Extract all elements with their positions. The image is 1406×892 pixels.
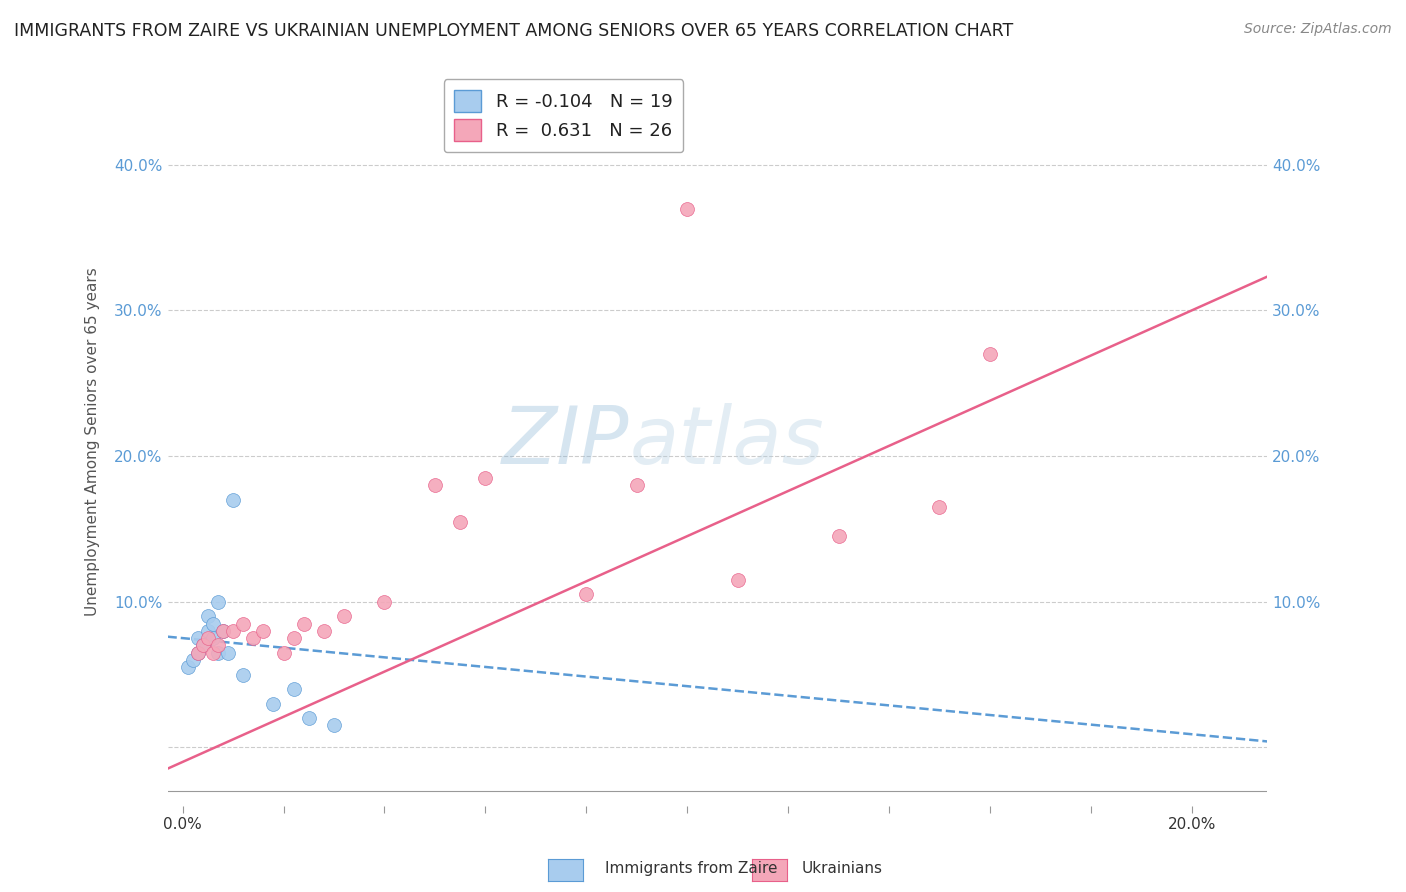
Point [928, 500, 950, 514]
Point [191, 639, 214, 653]
Point [283, 682, 305, 697]
Point [222, 492, 245, 507]
Point [201, 646, 224, 660]
Point [207, 639, 229, 653]
Point [252, 624, 274, 638]
Text: IMMIGRANTS FROM ZAIRE VS UKRAINIAN UNEMPLOYMENT AMONG SENIORS OVER 65 YEARS CORR: IMMIGRANTS FROM ZAIRE VS UKRAINIAN UNEMP… [14, 22, 1014, 40]
Point [727, 573, 749, 587]
Point [187, 646, 209, 660]
Point [232, 616, 254, 631]
Legend: R = -0.104   N = 19, R =  0.631   N = 26: R = -0.104 N = 19, R = 0.631 N = 26 [443, 79, 683, 153]
Point [575, 587, 598, 601]
Point [292, 616, 315, 631]
Point [676, 202, 699, 216]
Point [626, 478, 648, 492]
Point [242, 631, 264, 645]
Point [298, 711, 321, 725]
Point [187, 646, 209, 660]
Point [181, 653, 204, 667]
Point [222, 624, 245, 638]
Point [827, 529, 849, 543]
Point [312, 624, 335, 638]
Text: ZIP: ZIP [502, 402, 630, 481]
Text: atlas: atlas [630, 402, 824, 481]
Point [283, 631, 305, 645]
Y-axis label: Unemployment Among Seniors over 65 years: Unemployment Among Seniors over 65 years [86, 267, 100, 615]
Point [232, 667, 254, 681]
Text: Source: ZipAtlas.com: Source: ZipAtlas.com [1244, 22, 1392, 37]
Point [333, 609, 356, 624]
Point [177, 660, 200, 674]
Point [217, 646, 239, 660]
Point [979, 347, 1001, 361]
Point [423, 478, 446, 492]
Point [474, 471, 496, 485]
Point [197, 631, 219, 645]
Point [273, 646, 295, 660]
Point [323, 718, 346, 732]
Point [212, 624, 235, 638]
Point [187, 631, 209, 645]
Point [207, 646, 229, 660]
Point [263, 697, 285, 711]
Point [197, 624, 219, 638]
Point [197, 609, 219, 624]
Point [449, 515, 471, 529]
Point [201, 616, 224, 631]
Point [191, 639, 214, 653]
Point [212, 624, 235, 638]
Point [207, 595, 229, 609]
Text: Ukrainians: Ukrainians [801, 861, 883, 876]
Text: Immigrants from Zaire: Immigrants from Zaire [605, 861, 778, 876]
Point [373, 595, 395, 609]
Point [201, 631, 224, 645]
